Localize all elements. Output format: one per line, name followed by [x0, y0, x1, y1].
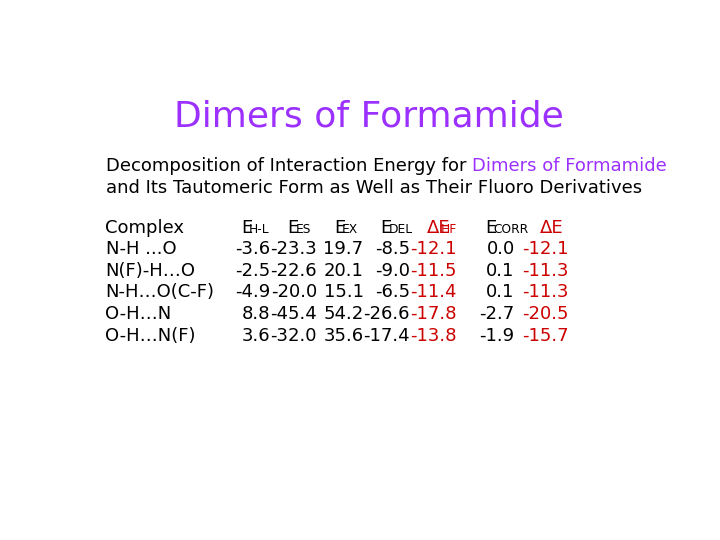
- Text: CORR: CORR: [493, 224, 528, 237]
- Text: -20.0: -20.0: [271, 284, 317, 301]
- Text: N-H ...O: N-H ...O: [106, 240, 176, 258]
- Text: -45.4: -45.4: [270, 305, 317, 323]
- Text: -11.3: -11.3: [523, 284, 569, 301]
- Text: -12.1: -12.1: [523, 240, 569, 258]
- Text: 8.8: 8.8: [242, 305, 271, 323]
- Text: ΔE: ΔE: [539, 219, 563, 237]
- Text: -9.0: -9.0: [375, 262, 410, 280]
- Text: -23.3: -23.3: [270, 240, 317, 258]
- Text: -4.9: -4.9: [235, 284, 271, 301]
- Text: E: E: [241, 219, 253, 237]
- Text: 0.1: 0.1: [486, 284, 515, 301]
- Text: E: E: [485, 219, 497, 237]
- Text: O-H…N(F): O-H…N(F): [106, 327, 196, 345]
- Text: H-L: H-L: [249, 224, 269, 237]
- Text: 54.2: 54.2: [323, 305, 364, 323]
- Text: -3.6: -3.6: [235, 240, 271, 258]
- Text: -12.1: -12.1: [410, 240, 456, 258]
- Text: and Its Tautomeric Form as Well as Their Fluoro Derivatives: and Its Tautomeric Form as Well as Their…: [106, 179, 642, 197]
- Text: -11.3: -11.3: [523, 262, 569, 280]
- Text: Dimers of Formamide: Dimers of Formamide: [174, 99, 564, 133]
- Text: -32.0: -32.0: [271, 327, 317, 345]
- Text: Decomposition of Interaction Energy for: Decomposition of Interaction Energy for: [106, 157, 472, 175]
- Text: -20.5: -20.5: [523, 305, 569, 323]
- Text: 20.1: 20.1: [324, 262, 364, 280]
- Text: E: E: [334, 219, 346, 237]
- Text: 35.6: 35.6: [323, 327, 364, 345]
- Text: HF: HF: [441, 224, 457, 237]
- Text: Dimers of Formamide: Dimers of Formamide: [472, 157, 667, 175]
- Text: 19.7: 19.7: [323, 240, 364, 258]
- Text: E: E: [381, 219, 392, 237]
- Text: -17.4: -17.4: [364, 327, 410, 345]
- Text: 0.1: 0.1: [486, 262, 515, 280]
- Text: DEL: DEL: [388, 224, 413, 237]
- Text: -15.7: -15.7: [522, 327, 569, 345]
- Text: 3.6: 3.6: [242, 327, 271, 345]
- Text: E: E: [287, 219, 299, 237]
- Text: -11.4: -11.4: [410, 284, 456, 301]
- Text: N(F)-H…O: N(F)-H…O: [106, 262, 196, 280]
- Text: N-H…O(C-F): N-H…O(C-F): [106, 284, 215, 301]
- Text: 0.0: 0.0: [487, 240, 515, 258]
- Text: -1.9: -1.9: [480, 327, 515, 345]
- Text: -2.5: -2.5: [235, 262, 271, 280]
- Text: -17.8: -17.8: [410, 305, 456, 323]
- Text: ΔE: ΔE: [427, 219, 451, 237]
- Text: 15.1: 15.1: [323, 284, 364, 301]
- Text: -13.8: -13.8: [410, 327, 456, 345]
- Text: EX: EX: [342, 224, 358, 237]
- Text: O-H…N: O-H…N: [106, 305, 172, 323]
- Text: ES: ES: [295, 224, 311, 237]
- Text: -26.6: -26.6: [364, 305, 410, 323]
- Text: -22.6: -22.6: [271, 262, 317, 280]
- Text: -8.5: -8.5: [375, 240, 410, 258]
- Text: Complex: Complex: [106, 219, 184, 237]
- Text: -6.5: -6.5: [375, 284, 410, 301]
- Text: -11.5: -11.5: [410, 262, 456, 280]
- Text: -2.7: -2.7: [480, 305, 515, 323]
